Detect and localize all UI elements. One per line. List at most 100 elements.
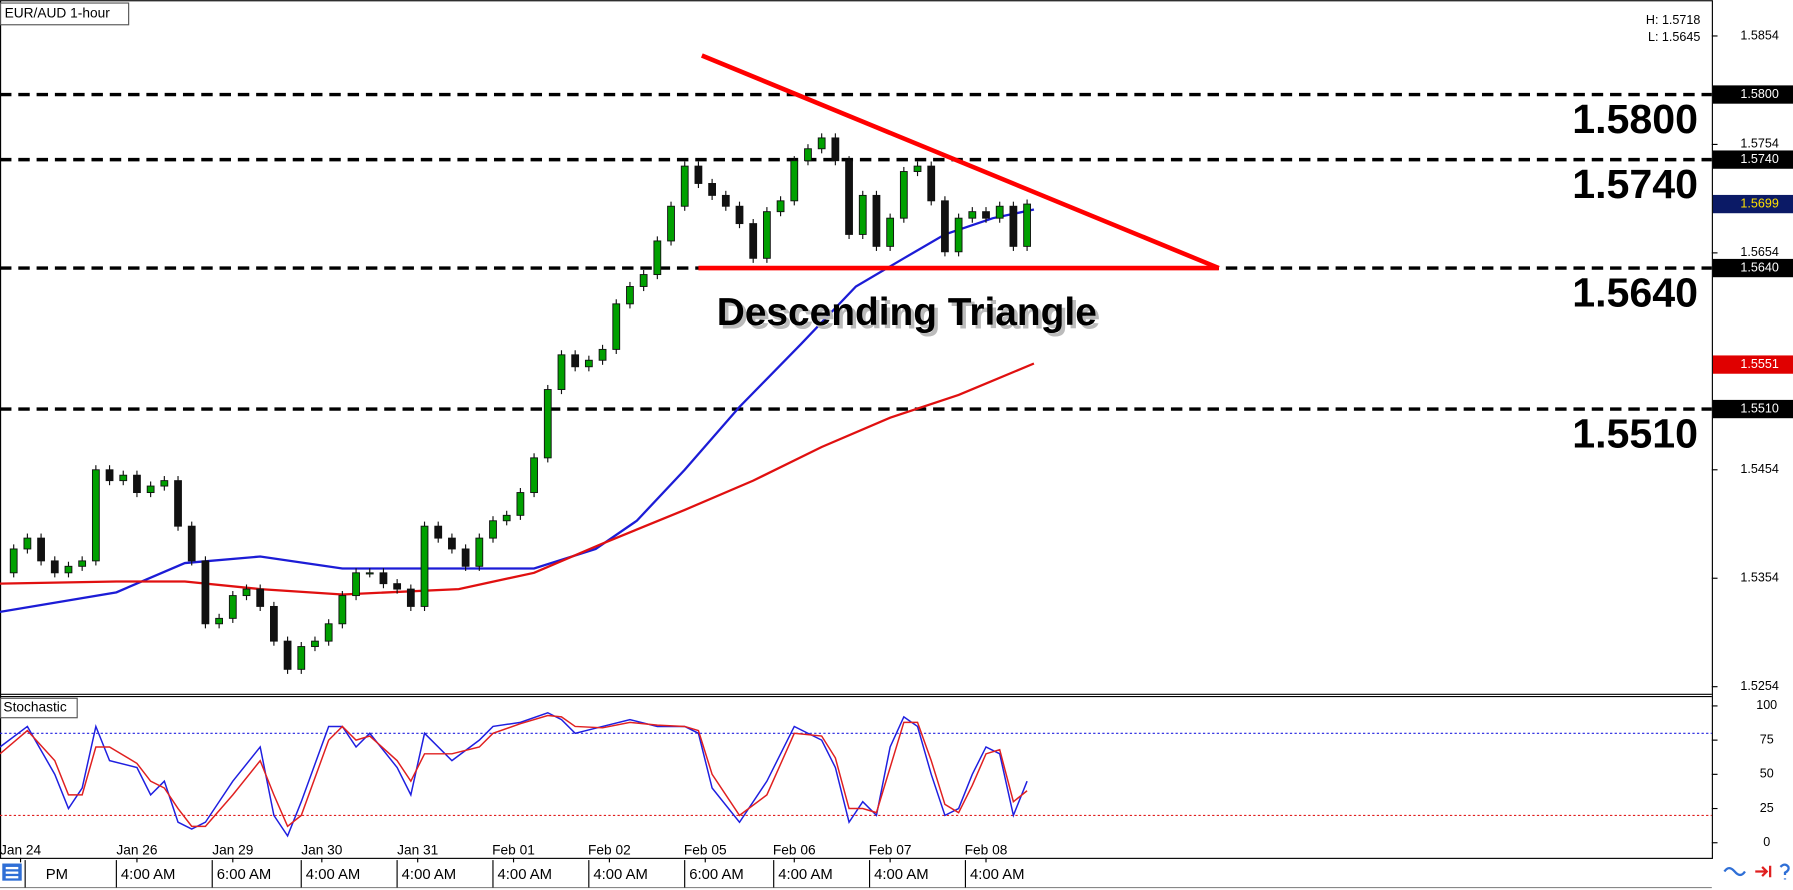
x-sublabel: 4:00 AM	[970, 867, 1025, 883]
low-label: L: 1.5645	[1648, 30, 1700, 44]
candle	[434, 525, 443, 539]
axis-price-box	[1712, 258, 1793, 278]
trendline	[700, 53, 1220, 271]
axis-price-label: 1.5699	[1740, 196, 1778, 210]
candle	[694, 165, 703, 184]
candle	[790, 160, 799, 202]
axis-price-label: 1.5510	[1740, 401, 1778, 415]
level-label: 1.5800	[1572, 96, 1698, 142]
candle	[584, 359, 593, 368]
x-sublabel: 4:00 AM	[778, 867, 833, 883]
indicator-title: Stochastic	[3, 700, 66, 715]
candle	[995, 205, 1004, 219]
candle	[543, 389, 552, 459]
candle	[311, 640, 319, 648]
x-tick-label: Jan 24	[0, 843, 42, 858]
calendar-icon-line	[5, 876, 19, 879]
x-tick-label: Jan 26	[116, 843, 158, 858]
y-tick-label: 1.5454	[1740, 462, 1778, 476]
stochastic-line	[0, 714, 1028, 828]
candle	[23, 537, 32, 550]
axis-price-box	[1712, 355, 1793, 374]
candle	[352, 572, 360, 597]
candle	[763, 211, 771, 259]
candle	[174, 480, 182, 527]
candle	[886, 217, 895, 247]
y-tick-label: 75	[1760, 732, 1774, 746]
x-sublabel: 4:00 AM	[306, 867, 361, 883]
moving-average	[0, 208, 1035, 613]
candle	[50, 560, 59, 574]
shift-icon[interactable]	[1755, 865, 1772, 878]
candle	[571, 354, 580, 368]
y-tick-label: 50	[1760, 767, 1774, 781]
candle	[9, 548, 18, 574]
x-sublabel: 4:00 AM	[402, 867, 457, 883]
candle	[941, 200, 949, 253]
candle	[557, 354, 566, 390]
candle	[653, 240, 662, 276]
frame	[0, 0, 1713, 859]
axis-price-box	[1712, 399, 1793, 419]
candle	[845, 160, 853, 235]
candle	[187, 525, 196, 562]
x-tick-label: Jan 31	[397, 843, 438, 858]
annotation: Descending Triangle	[717, 291, 1097, 334]
x-sublabel: 4:00 AM	[874, 867, 929, 883]
candle	[420, 525, 429, 607]
candle	[858, 194, 867, 235]
candle	[379, 572, 388, 585]
y-tick-label: 1.5354	[1740, 571, 1778, 585]
x-sublabel: 6:00 AM	[217, 867, 272, 883]
candle	[708, 183, 717, 196]
candle	[1009, 205, 1018, 247]
x-tick-label: Jan 30	[301, 843, 343, 858]
candle	[680, 165, 689, 207]
help-icon[interactable]	[1779, 863, 1790, 880]
candle	[146, 485, 155, 494]
candle	[270, 605, 278, 642]
calendar-icon-line	[5, 871, 19, 874]
candle	[393, 583, 402, 590]
x-sublabel: 4:00 AM	[498, 867, 553, 883]
candle	[721, 194, 730, 207]
y-tick-label: 100	[1756, 698, 1777, 712]
candle	[91, 469, 100, 562]
candle	[831, 137, 840, 162]
candle	[749, 223, 758, 259]
axis-price-label: 1.5740	[1740, 152, 1778, 166]
candle	[324, 623, 333, 642]
link-icon[interactable]	[1723, 866, 1746, 877]
high-label: H: 1.5718	[1646, 13, 1700, 27]
axis-price-label: 1.5551	[1740, 357, 1778, 371]
x-tick-label: Jan 29	[212, 843, 253, 858]
candle	[283, 640, 292, 670]
calendar-icon-line	[5, 866, 19, 870]
candle	[667, 205, 675, 242]
y-tick-label: 1.5754	[1740, 137, 1778, 151]
axis-price-box	[1712, 194, 1793, 214]
candle	[530, 457, 538, 494]
candle	[626, 286, 634, 305]
x-tick-label: Feb 08	[965, 843, 1008, 858]
candle	[927, 165, 936, 202]
y-tick-label: 0	[1763, 835, 1770, 849]
candle	[37, 537, 45, 562]
indicator-box	[0, 697, 78, 719]
x-sublabel: PM	[46, 867, 68, 883]
candle	[516, 492, 525, 516]
axis-price-label: 1.5800	[1740, 87, 1778, 101]
candle	[913, 165, 922, 172]
axis-price-box	[1712, 85, 1793, 104]
axis-price-box	[1712, 150, 1793, 169]
candle	[502, 514, 511, 522]
x-tick-label: Feb 06	[773, 843, 816, 858]
candle	[872, 194, 881, 247]
candle	[406, 588, 415, 607]
candle	[78, 560, 87, 567]
candle	[133, 474, 141, 494]
candle	[228, 595, 237, 619]
candle	[954, 217, 963, 253]
